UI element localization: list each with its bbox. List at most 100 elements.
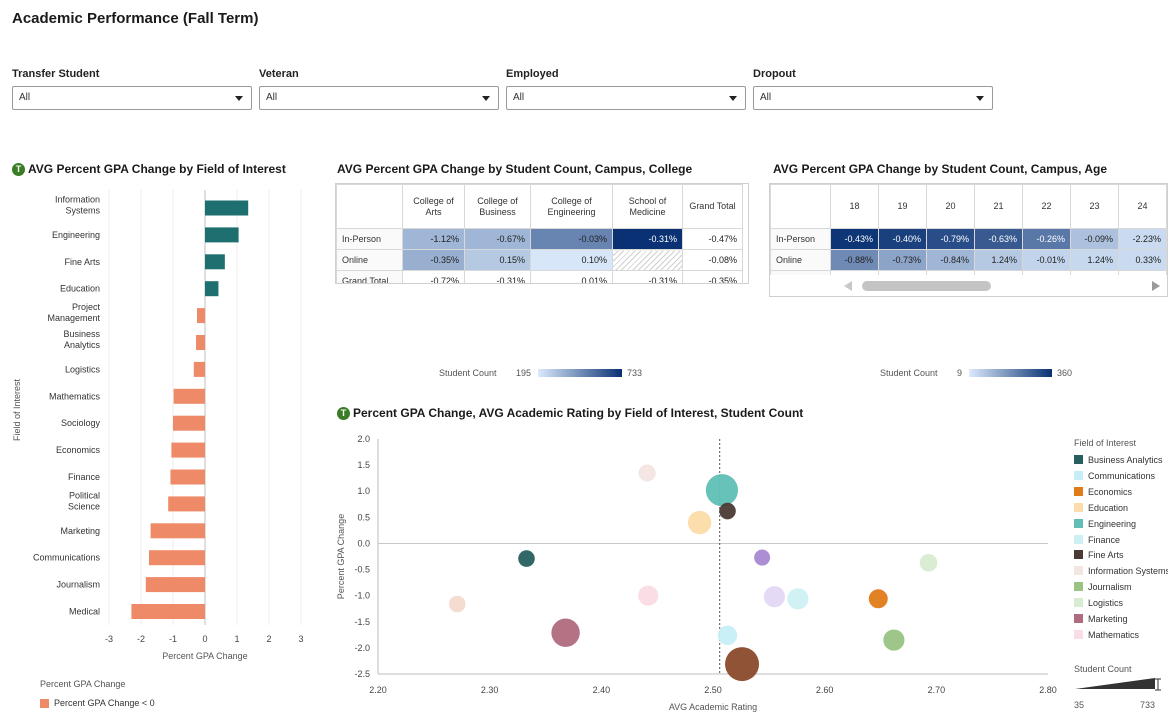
- bar[interactable]: [205, 200, 249, 216]
- legend-item[interactable]: Fine Arts: [1074, 550, 1124, 562]
- legend-item[interactable]: Information Systems: [1074, 566, 1168, 578]
- column-header[interactable]: 19: [878, 184, 927, 229]
- legend-swatch: [1074, 550, 1083, 560]
- table-cell[interactable]: -0.35%: [682, 270, 743, 283]
- scatter-point[interactable]: [719, 502, 736, 520]
- table-cell[interactable]: -0.40%: [878, 228, 927, 250]
- scatter-point[interactable]: [763, 586, 786, 608]
- bar[interactable]: [173, 388, 205, 404]
- legend-item[interactable]: Logistics: [1074, 598, 1123, 610]
- table-cell[interactable]: -0.03%: [530, 228, 613, 250]
- table-cell[interactable]: -0.88%: [830, 249, 879, 271]
- scatter-point[interactable]: [551, 618, 580, 647]
- table-cell[interactable]: 0.10%: [530, 249, 613, 271]
- table-cell[interactable]: 0.01%: [530, 270, 613, 283]
- bar[interactable]: [171, 442, 205, 458]
- scroll-left-icon[interactable]: [844, 281, 852, 291]
- bar[interactable]: [197, 308, 205, 324]
- table-cell[interactable]: -0.08%: [682, 249, 743, 271]
- table-cell[interactable]: [612, 249, 683, 271]
- table-cell[interactable]: -0.35%: [402, 249, 465, 271]
- filter-select-transfer[interactable]: All: [12, 86, 252, 110]
- table-cell[interactable]: 0.33%: [1118, 249, 1167, 271]
- column-header[interactable]: College of Arts: [402, 184, 465, 229]
- legend-item[interactable]: Mathematics: [1074, 629, 1139, 642]
- row-header[interactable]: Online: [770, 249, 831, 271]
- bar[interactable]: [149, 550, 205, 566]
- legend-item[interactable]: Education: [1074, 502, 1128, 515]
- row-header[interactable]: Online: [336, 249, 403, 271]
- filter-select-employed[interactable]: All: [506, 86, 746, 110]
- scatter-point[interactable]: [883, 629, 905, 651]
- table-cell[interactable]: -0.72%: [402, 270, 465, 283]
- table-cell[interactable]: -0.67%: [464, 228, 531, 250]
- column-header[interactable]: 23: [1070, 184, 1119, 229]
- legend-item[interactable]: Economics: [1074, 486, 1132, 499]
- scatter-point[interactable]: [448, 595, 466, 613]
- filter-select-dropout[interactable]: All: [753, 86, 993, 110]
- scatter-point[interactable]: [705, 474, 739, 507]
- horizontal-scrollbar[interactable]: [770, 275, 1167, 296]
- bar[interactable]: [196, 335, 205, 350]
- table-cell[interactable]: -0.73%: [878, 249, 927, 271]
- bar[interactable]: [205, 254, 225, 270]
- table-cell[interactable]: -0.31%: [612, 228, 683, 250]
- column-header[interactable]: 18: [830, 184, 879, 229]
- bar[interactable]: [205, 281, 219, 297]
- scroll-right-icon[interactable]: [1152, 281, 1160, 291]
- row-header[interactable]: Grand Total: [336, 270, 403, 283]
- table-cell[interactable]: -0.47%: [682, 228, 743, 250]
- column-header[interactable]: 20: [926, 184, 975, 229]
- scatter-point[interactable]: [787, 588, 809, 610]
- bar[interactable]: [173, 415, 205, 431]
- table-cell[interactable]: 0.15%: [464, 249, 531, 271]
- table-cell[interactable]: -0.31%: [612, 270, 683, 283]
- row-header[interactable]: In-Person: [336, 228, 403, 250]
- table-cell[interactable]: -0.84%: [926, 249, 975, 271]
- legend-item[interactable]: Journalism: [1074, 582, 1132, 594]
- scatter-point[interactable]: [754, 549, 771, 566]
- column-header[interactable]: 21: [974, 184, 1023, 229]
- column-header[interactable]: School of Medicine: [612, 184, 683, 229]
- table-cell[interactable]: -1.12%: [402, 228, 465, 250]
- bar[interactable]: [150, 523, 205, 539]
- table-cell[interactable]: 1.24%: [1070, 249, 1119, 271]
- scatter-point[interactable]: [725, 647, 760, 682]
- table-cell[interactable]: -0.31%: [464, 270, 531, 283]
- table-cell[interactable]: -0.26%: [1022, 228, 1071, 250]
- table-cell[interactable]: -2.23%: [1118, 228, 1167, 250]
- legend-item[interactable]: Engineering: [1074, 518, 1136, 531]
- bar[interactable]: [168, 496, 205, 512]
- column-header[interactable]: 22: [1022, 184, 1071, 229]
- bar[interactable]: [205, 227, 239, 243]
- bar[interactable]: [131, 604, 205, 619]
- scatter-point[interactable]: [868, 589, 888, 609]
- row-header[interactable]: In-Person: [770, 228, 831, 250]
- table-cell[interactable]: 1.24%: [974, 249, 1023, 271]
- table-cell[interactable]: -0.79%: [926, 228, 975, 250]
- legend-item[interactable]: Marketing: [1074, 614, 1128, 626]
- bar[interactable]: [170, 469, 205, 485]
- scrollbar-thumb[interactable]: [862, 281, 991, 291]
- column-header[interactable]: College of Engineering: [530, 184, 613, 229]
- scatter-point[interactable]: [518, 550, 535, 567]
- table-cell[interactable]: -0.43%: [830, 228, 879, 250]
- legend-item[interactable]: Communications: [1074, 470, 1155, 483]
- legend-item[interactable]: Finance: [1074, 534, 1120, 547]
- scatter-point[interactable]: [638, 464, 656, 482]
- table-cell[interactable]: -0.63%: [974, 228, 1023, 250]
- column-header[interactable]: 24: [1118, 184, 1167, 229]
- scatter-point[interactable]: [919, 553, 938, 572]
- table-cell[interactable]: -0.09%: [1070, 228, 1119, 250]
- column-header[interactable]: Grand Total: [682, 184, 743, 229]
- table-cell[interactable]: -0.01%: [1022, 249, 1071, 271]
- filter-select-veteran[interactable]: All: [259, 86, 499, 110]
- legend-item[interactable]: Business Analytics: [1074, 455, 1163, 467]
- bar-legend-entry[interactable]: Percent GPA Change < 0: [54, 698, 155, 708]
- column-header[interactable]: College of Business: [464, 184, 531, 229]
- scatter-point[interactable]: [717, 625, 738, 646]
- bar[interactable]: [193, 361, 205, 377]
- bar[interactable]: [145, 577, 205, 593]
- scatter-point[interactable]: [638, 585, 659, 606]
- scatter-point[interactable]: [687, 510, 712, 535]
